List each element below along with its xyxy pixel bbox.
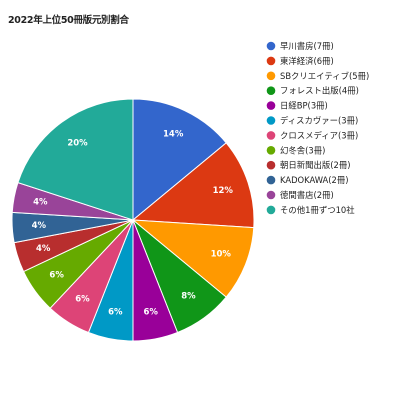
pie-slices (11, 98, 255, 342)
legend-label-3: フォレスト出版(4冊) (280, 86, 359, 96)
legend-swatch-9 (266, 175, 276, 185)
slice-value-label-7: 6% (49, 270, 64, 280)
legend-label-8: 朝日新聞出版(2冊) (280, 160, 351, 170)
legend-swatch-3 (266, 86, 276, 95)
slice-value-label-0: 14% (163, 130, 184, 140)
legend-label-0: 早川書房(7冊) (280, 41, 334, 51)
legend-label-4: 日経BP(3冊) (280, 101, 328, 111)
pie-slice-1 (131, 142, 255, 229)
legend-label-7: 幻冬舎(3冊) (280, 145, 325, 155)
pie-slice-11 (17, 98, 134, 221)
legend-swatch-8 (266, 160, 276, 170)
slice-value-label-2: 10% (211, 250, 232, 260)
slice-value-label-1: 12% (213, 186, 234, 196)
slice-value-label-3: 8% (181, 291, 196, 301)
legend-swatch-10 (266, 190, 276, 200)
pie-slice-0 (132, 98, 227, 222)
legend-swatch-5 (266, 116, 276, 125)
chart-title: 2022年上位50冊版元別割合 (8, 15, 129, 26)
pie-slice-labels: 14% 12% 10% 8% 6% 6% 6% 6% 4% 4% 4% 20% (32, 130, 234, 318)
slice-value-label-10: 4% (33, 197, 48, 207)
slice-value-label-6: 6% (75, 295, 90, 305)
legend-swatch-11 (266, 205, 276, 215)
slice-value-label-5: 6% (108, 308, 123, 318)
slice-value-label-9: 4% (32, 221, 47, 231)
slice-value-label-8: 4% (36, 244, 51, 254)
pie-slice-2 (131, 219, 255, 298)
legend-swatch-6 (266, 131, 276, 140)
legend-label-1: 東洋経済(6冊) (280, 56, 334, 66)
legend-label-11: その他1冊ずつ10社 (280, 205, 355, 215)
legend-swatch-7 (266, 146, 276, 155)
legend-swatch-1 (266, 56, 276, 66)
slice-value-label-11: 20% (67, 139, 88, 149)
legend-label-5: ディスカヴァー(3冊) (280, 116, 358, 126)
legend-label-9: KADOKAWA(2冊) (280, 175, 349, 185)
legend-label-2: SBクリエイティブ(5冊) (280, 71, 369, 81)
legend: 早川書房(7冊) 東洋経済(6冊) SBクリエイティブ(5冊) フォレスト出版(4冊)… (266, 41, 369, 215)
legend-swatch-0 (266, 41, 276, 51)
legend-label-6: クロスメディア(3冊) (280, 130, 358, 140)
legend-swatch-4 (266, 101, 276, 110)
slice-value-label-4: 6% (143, 308, 158, 318)
legend-label-10: 徳間書店(2冊) (280, 190, 334, 200)
legend-swatch-2 (266, 71, 276, 81)
